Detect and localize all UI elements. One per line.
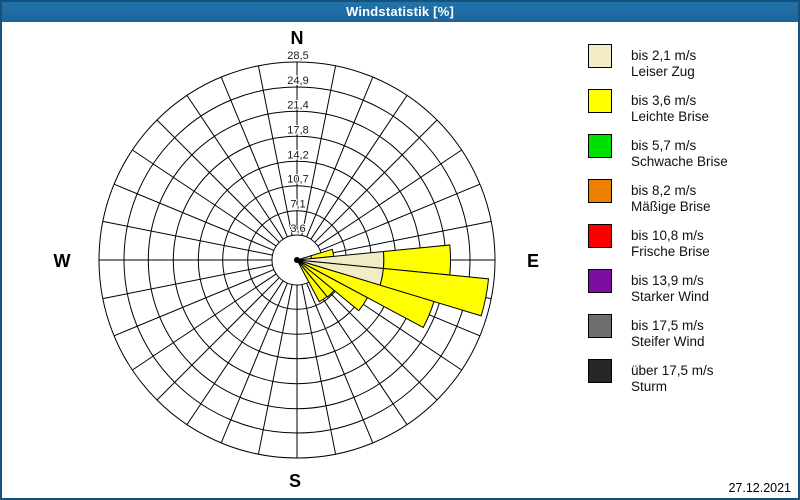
ring-labels: 3,6 7,1 10,7 14,2 17,8 21,4 24,9 28,5 (286, 49, 309, 236)
legend-name: Starker Wind (631, 288, 710, 304)
svg-text:17,8: 17,8 (287, 124, 308, 136)
legend-item-schwache-brise: bis 5,7 m/s Schwache Brise (588, 134, 788, 169)
legend-speed: bis 3,6 m/s (631, 93, 697, 108)
legend-swatch-sturm (588, 359, 612, 383)
legend-speed: bis 8,2 m/s (631, 183, 697, 198)
compass-label-west: W (53, 251, 71, 271)
legend: bis 2,1 m/s Leiser Zug bis 3,6 m/s Leich… (588, 44, 788, 404)
legend-speed: bis 2,1 m/s (631, 48, 697, 63)
svg-text:7,1: 7,1 (290, 199, 305, 211)
legend-name: Mäßige Brise (631, 198, 711, 214)
rose-center-dot (294, 257, 300, 263)
legend-name: Leiser Zug (631, 63, 695, 79)
legend-swatch-maessige-brise (588, 179, 612, 203)
wedge (296, 259, 369, 312)
legend-item-starker-wind: bis 13,9 m/s Starker Wind (588, 269, 788, 304)
legend-name: Leichte Brise (631, 108, 710, 124)
wedge (296, 259, 328, 303)
legend-swatch-frische-brise (588, 224, 612, 248)
wind-rose-wedges (296, 244, 490, 329)
legend-name: Frische Brise (631, 243, 710, 259)
legend-speed: bis 10,8 m/s (631, 228, 704, 243)
legend-speed: bis 17,5 m/s (631, 318, 704, 333)
date-label: 27.12.2021 (728, 481, 791, 495)
legend-item-leichte-brise: bis 3,6 m/s Leichte Brise (588, 89, 788, 124)
svg-text:10,7: 10,7 (287, 174, 308, 186)
compass-label-south: S (288, 471, 302, 491)
legend-name: Steifer Wind (631, 333, 705, 349)
legend-speed: bis 5,7 m/s (631, 138, 697, 153)
legend-speed: über 17,5 m/s (631, 363, 714, 378)
svg-text:24,9: 24,9 (287, 75, 308, 87)
legend-speed: bis 13,9 m/s (631, 273, 704, 288)
legend-item-sturm: über 17,5 m/s Sturm (588, 359, 788, 394)
svg-text:28,5: 28,5 (287, 50, 308, 62)
legend-swatch-starker-wind (588, 269, 612, 293)
compass-label-east: E (526, 251, 540, 271)
legend-swatch-leichte-brise (588, 89, 612, 113)
window-title: Windstatistik [%] (345, 4, 454, 19)
legend-swatch-schwache-brise (588, 134, 612, 158)
legend-name: Schwache Brise (631, 153, 728, 169)
legend-item-steifer-wind: bis 17,5 m/s Steifer Wind (588, 314, 788, 349)
legend-item-maessige-brise: bis 8,2 m/s Mäßige Brise (588, 179, 788, 214)
legend-swatch-leiser-zug (588, 44, 612, 68)
legend-item-frische-brise: bis 10,8 m/s Frische Brise (588, 224, 788, 259)
svg-text:14,2: 14,2 (287, 149, 308, 161)
wedge (296, 259, 435, 329)
legend-item-leiser-zug: bis 2,1 m/s Leiser Zug (588, 44, 788, 79)
svg-text:21,4: 21,4 (287, 99, 308, 111)
wedge (296, 259, 335, 298)
legend-swatch-steifer-wind (588, 314, 612, 338)
legend-name: Sturm (631, 378, 668, 394)
compass-label-north: N (290, 28, 304, 48)
svg-text:3,6: 3,6 (290, 223, 305, 235)
title-bar: Windstatistik [%] (2, 2, 798, 22)
wedge (379, 267, 490, 317)
